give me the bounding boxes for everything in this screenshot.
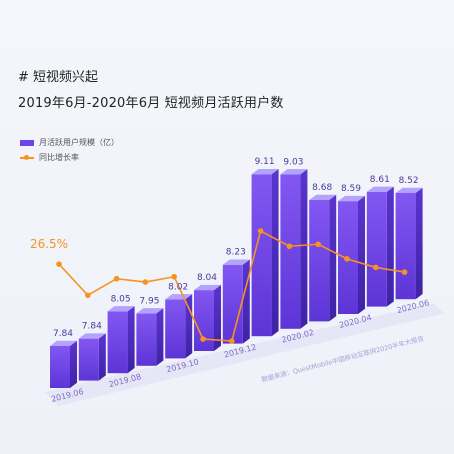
bar-value-label: 8.52 — [399, 176, 419, 186]
bar — [309, 200, 330, 322]
bar-value-label: 8.02 — [168, 282, 188, 292]
growth-rate-label: 26.5% — [30, 237, 68, 251]
bars-layer — [50, 168, 423, 388]
bar — [194, 290, 214, 351]
bar-top — [50, 340, 77, 346]
bar-top — [338, 195, 365, 202]
bar — [165, 299, 186, 359]
bar — [50, 346, 70, 388]
chart-title: 2019年6月-2020年6月 短视频月活跃用户数 — [18, 96, 284, 111]
bar-value-label: 8.59 — [341, 184, 361, 194]
bar — [280, 174, 301, 329]
legend-bar-swatch — [20, 139, 34, 146]
bar-value-label: 9.11 — [255, 157, 275, 167]
chart-floor — [44, 303, 445, 406]
bar-value-label: 9.03 — [283, 157, 303, 167]
growth-point — [257, 228, 264, 234]
bar-top — [395, 187, 423, 193]
legend-line-label: 同比增长率 — [39, 153, 79, 162]
growth-point — [344, 256, 350, 262]
bar-value-label: 8.23 — [226, 248, 246, 258]
legend-line-entry: 同比增长率 — [20, 152, 79, 163]
bar-side — [70, 340, 77, 388]
growth-point — [171, 273, 177, 280]
bar-side — [358, 195, 365, 314]
bar-value-label: 8.04 — [197, 273, 217, 283]
bar — [251, 174, 272, 337]
bar — [395, 192, 416, 300]
bar-top — [165, 294, 193, 300]
growth-point — [200, 336, 206, 342]
growth-point — [56, 261, 62, 267]
growth-point — [286, 243, 293, 250]
bar-top — [136, 308, 164, 314]
bar-top — [222, 259, 250, 265]
bar — [107, 311, 128, 374]
bar-side — [386, 186, 394, 307]
growth-point — [113, 275, 120, 282]
bar-side — [127, 306, 135, 374]
bar-value-label: 8.05 — [111, 294, 131, 304]
bar-top — [309, 194, 337, 201]
growth-point — [315, 241, 322, 248]
bar-top — [366, 186, 394, 192]
bar-top — [78, 333, 106, 339]
legend-bar-label: 月活跃用户规模（亿） — [39, 138, 119, 147]
bar-side — [242, 259, 250, 344]
bar-value-label: 7.95 — [139, 296, 159, 306]
bar-side — [329, 194, 337, 322]
bar-top — [194, 284, 221, 291]
bar-value-label: 8.68 — [312, 183, 332, 193]
growth-point — [142, 279, 149, 285]
bar-value-label: 7.84 — [53, 329, 73, 339]
legend-line-swatch — [20, 154, 34, 160]
bar — [366, 191, 387, 307]
bar-side — [415, 187, 423, 300]
bar-side — [300, 169, 308, 329]
bar-side — [98, 333, 106, 381]
growth-point — [85, 292, 91, 299]
growth-point — [401, 269, 408, 275]
bar-side — [271, 168, 279, 337]
bar-value-label: 7.84 — [82, 322, 102, 332]
bar-top — [107, 306, 135, 312]
bar-side — [214, 284, 221, 351]
section-tag: # 短视频兴起 — [18, 70, 99, 85]
bar-value-label: 8.61 — [370, 175, 390, 185]
growth-point — [229, 338, 235, 344]
bar — [222, 264, 243, 344]
bar — [78, 338, 99, 381]
growth-point — [373, 264, 379, 271]
bar-top — [280, 169, 308, 175]
bar-top — [251, 168, 279, 175]
bar-side — [156, 308, 164, 366]
floor-shadow — [44, 303, 445, 406]
bar — [136, 313, 157, 366]
legend-bar-entry: 月活跃用户规模（亿） — [20, 137, 119, 148]
growth-line-layer — [56, 228, 408, 344]
